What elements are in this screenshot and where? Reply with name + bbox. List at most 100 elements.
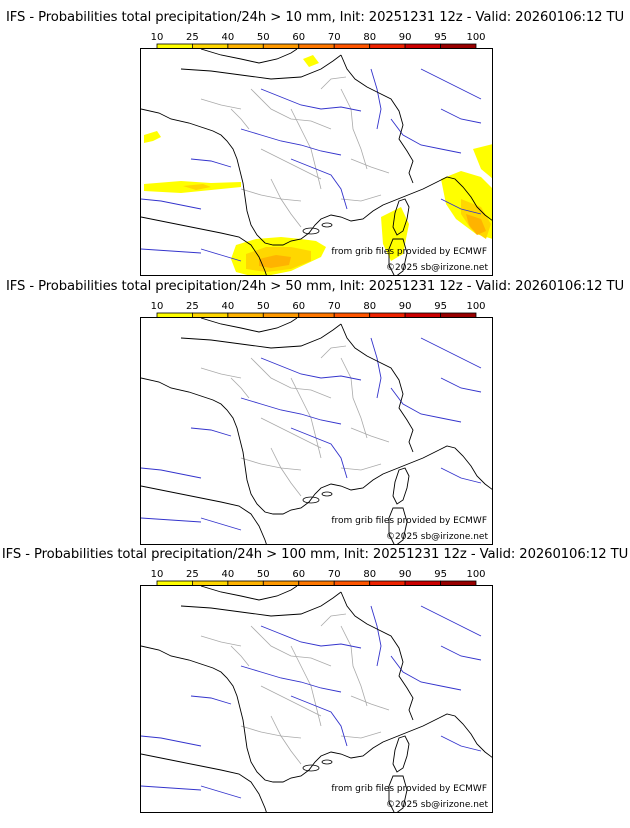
map-panel-100mm: IFS - Probabilities total precipitation/… bbox=[0, 547, 630, 815]
region-boundary bbox=[340, 88, 368, 170]
region-boundary bbox=[340, 357, 368, 439]
panel-title: IFS - Probabilities total precipitation/… bbox=[5, 10, 625, 25]
region-boundary bbox=[340, 194, 382, 202]
map-svg bbox=[141, 318, 492, 544]
map-area: from grib files provided by ECMWF ©2025 … bbox=[140, 317, 493, 545]
river bbox=[440, 198, 482, 215]
coastline bbox=[388, 238, 408, 275]
map-panel-10mm: IFS - Probabilities total precipitation/… bbox=[0, 10, 630, 278]
region-boundary bbox=[230, 645, 250, 667]
region-boundary bbox=[250, 357, 332, 399]
island bbox=[321, 759, 333, 765]
river bbox=[190, 158, 232, 168]
colorbar-tick-label: 100 bbox=[466, 569, 485, 580]
colorbar-tick-label: 90 bbox=[399, 32, 412, 43]
colorbar-tick-label: 25 bbox=[186, 569, 199, 580]
region-boundary bbox=[240, 188, 302, 202]
region-boundary bbox=[200, 98, 242, 110]
region-boundary bbox=[230, 377, 250, 399]
region-boundary bbox=[250, 625, 332, 667]
coastline bbox=[438, 713, 492, 758]
island bbox=[302, 496, 320, 504]
region-boundary bbox=[340, 625, 368, 707]
region-boundary bbox=[290, 108, 322, 190]
river bbox=[240, 665, 342, 693]
country-border bbox=[340, 54, 414, 184]
coastline bbox=[141, 645, 440, 783]
region-boundary bbox=[340, 731, 382, 739]
river bbox=[290, 427, 348, 479]
coastline bbox=[392, 735, 410, 773]
colorbar-tick-label: 60 bbox=[292, 301, 305, 312]
region-boundary bbox=[340, 463, 382, 471]
coastline bbox=[438, 445, 492, 490]
colorbar-tick-label: 40 bbox=[222, 32, 235, 43]
colorbar-tick-label: 95 bbox=[434, 569, 447, 580]
river bbox=[420, 337, 482, 369]
river bbox=[370, 605, 382, 667]
colorbar-tick-label: 90 bbox=[399, 569, 412, 580]
region-boundary bbox=[240, 457, 302, 471]
colorbar-tick-label: 100 bbox=[466, 32, 485, 43]
colorbar-tick-label: 50 bbox=[257, 301, 270, 312]
panel-title: IFS - Probabilities total precipitation/… bbox=[5, 279, 625, 294]
colorbar-tick-label: 70 bbox=[328, 301, 341, 312]
colorbar-tick-label: 10 bbox=[151, 301, 164, 312]
coastline bbox=[392, 198, 410, 236]
colorbar-tick-label: 80 bbox=[363, 32, 376, 43]
colorbar-tick-label: 40 bbox=[222, 569, 235, 580]
colorbar-tick-label: 70 bbox=[328, 32, 341, 43]
coastline bbox=[388, 775, 408, 812]
coastline bbox=[180, 591, 342, 617]
river bbox=[440, 377, 482, 393]
river bbox=[141, 467, 202, 479]
river bbox=[141, 248, 202, 254]
region-boundary bbox=[350, 695, 390, 711]
colorbar-tick-label: 60 bbox=[292, 32, 305, 43]
colorbar-tick-label: 10 bbox=[151, 32, 164, 43]
region-boundary bbox=[240, 725, 302, 739]
river bbox=[141, 785, 202, 791]
colorbar-tick-label: 60 bbox=[292, 569, 305, 580]
colorbar-tick-label: 100 bbox=[466, 301, 485, 312]
region-boundary bbox=[270, 715, 302, 765]
river bbox=[200, 517, 242, 531]
coastline bbox=[141, 485, 267, 544]
river bbox=[141, 517, 202, 523]
region-boundary bbox=[350, 427, 390, 443]
river bbox=[290, 695, 348, 747]
region-boundary bbox=[320, 76, 347, 90]
region-boundary bbox=[200, 635, 242, 647]
island bbox=[302, 764, 320, 772]
river bbox=[420, 605, 482, 637]
source-credit: from grib files provided by ECMWF bbox=[331, 247, 487, 257]
colorbar-tick-label: 95 bbox=[434, 301, 447, 312]
river bbox=[390, 118, 462, 154]
precip-areas bbox=[144, 55, 492, 275]
colorbar-tick-label: 50 bbox=[257, 569, 270, 580]
river bbox=[260, 88, 362, 112]
coastline bbox=[200, 318, 298, 333]
coastline bbox=[180, 54, 342, 80]
colorbar-tick-label: 25 bbox=[186, 32, 199, 43]
region-boundary bbox=[260, 685, 322, 717]
colorbar-tick-label: 80 bbox=[363, 569, 376, 580]
colorbar-tick-label: 80 bbox=[363, 301, 376, 312]
river bbox=[200, 785, 242, 799]
region-boundary bbox=[270, 178, 302, 228]
river bbox=[440, 645, 482, 661]
colorbar-tick-label: 25 bbox=[186, 301, 199, 312]
river bbox=[390, 655, 462, 691]
map-svg bbox=[141, 586, 492, 812]
coastline bbox=[180, 323, 342, 349]
coastline bbox=[392, 467, 410, 505]
coastline bbox=[388, 507, 408, 544]
region-boundary bbox=[270, 447, 302, 497]
region-boundary bbox=[290, 645, 322, 727]
colorbar-tick-label: 10 bbox=[151, 569, 164, 580]
coastline bbox=[141, 377, 440, 515]
island bbox=[321, 491, 333, 497]
river bbox=[190, 695, 232, 705]
coastline bbox=[200, 586, 298, 601]
copyright-credit: ©2025 sb@irizone.net bbox=[386, 532, 488, 542]
